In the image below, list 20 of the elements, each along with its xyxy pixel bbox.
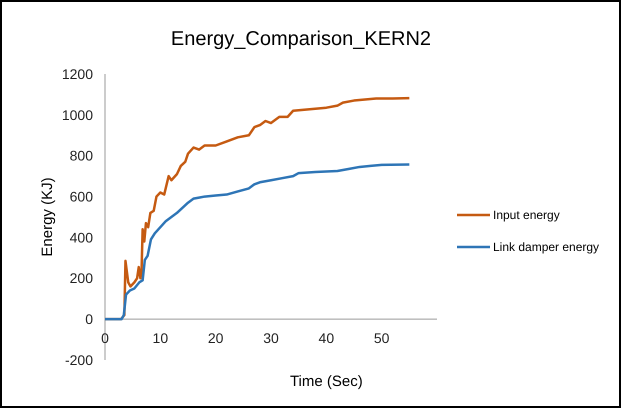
x-axis-title: Time (Sec) (290, 373, 363, 390)
x-tick-label: 10 (152, 330, 168, 346)
x-tick-label: 50 (374, 330, 390, 346)
y-tick-label: 600 (70, 188, 94, 204)
y-tick-label: -200 (64, 352, 94, 368)
x-tick-label: 40 (318, 330, 334, 346)
y-tick-label: 0 (85, 311, 94, 328)
line-series (104, 163, 411, 320)
x-tick-label: 0 (101, 330, 110, 346)
legend-label: Link damper energy (493, 240, 600, 254)
y-tick-label: 400 (70, 229, 94, 246)
y-tick-label: 1200 (62, 66, 94, 82)
y-tick-label: 200 (70, 270, 94, 286)
x-tick-label: 30 (263, 330, 279, 346)
y-axis-title: Energy (KJ) (39, 177, 56, 257)
x-tick-label: 20 (208, 330, 224, 346)
y-tick-label: 1000 (62, 106, 94, 123)
y-tick-label: 800 (70, 148, 94, 164)
chart-title: Energy_Comparison_KERN2 (170, 28, 432, 50)
legend-label: Input energy (493, 208, 560, 222)
